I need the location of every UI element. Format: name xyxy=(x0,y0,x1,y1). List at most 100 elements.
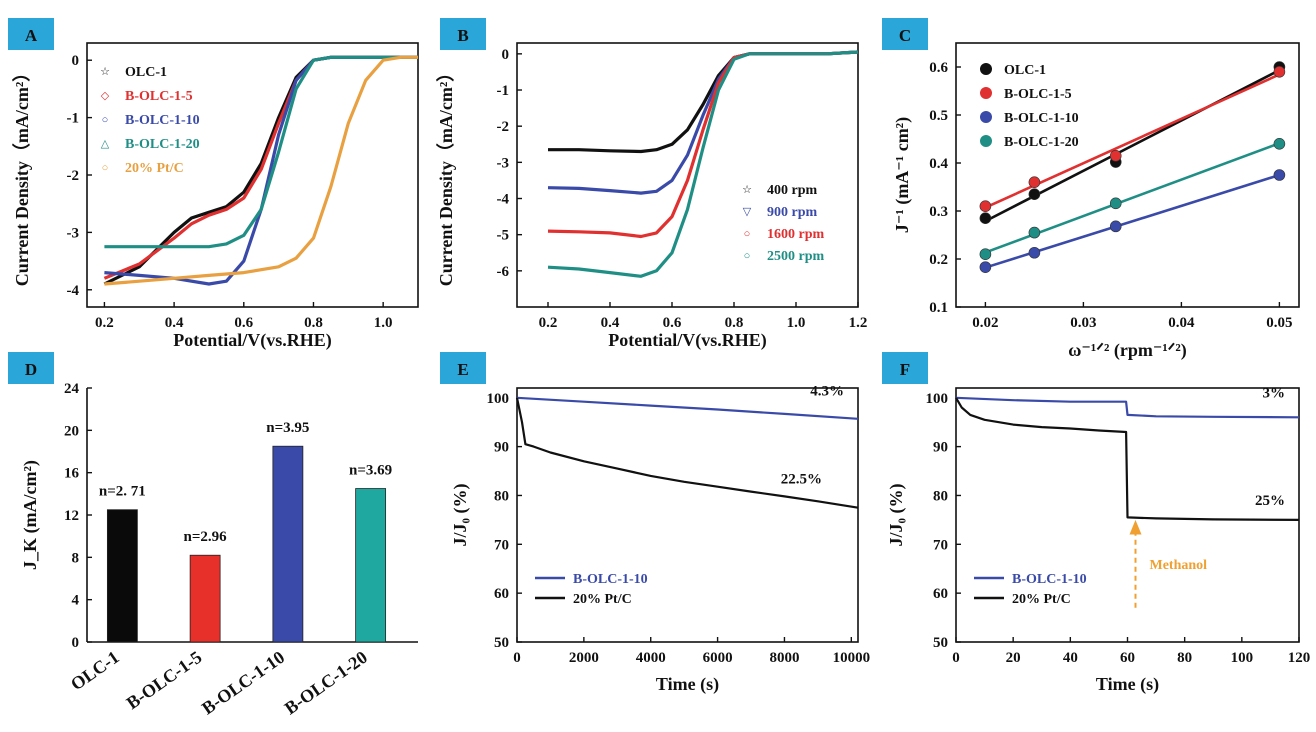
retention-label-b-olc: 4.3% xyxy=(810,384,844,400)
bar-olc-1 xyxy=(106,509,138,643)
panel-letter-D: D xyxy=(25,360,37,379)
y-tick-label: 8 xyxy=(72,550,80,566)
legend-marker: ◇ xyxy=(101,90,110,102)
x-tick-label: 0.8 xyxy=(725,315,744,331)
series-line-b-olc-1-10 xyxy=(516,396,859,420)
y-tick-label: -2 xyxy=(67,168,80,184)
category-label: B-OLC-1-5 xyxy=(123,647,206,713)
bar-annotation: n=2.96 xyxy=(184,529,228,545)
legend-marker: ☆ xyxy=(742,184,752,196)
bar-annotation: n=3.95 xyxy=(266,420,309,436)
x-tick-label: 40 xyxy=(1063,650,1078,666)
legend-marker xyxy=(980,111,992,123)
legend-marker: △ xyxy=(101,138,110,150)
y-tick-label: 80 xyxy=(494,488,509,504)
bar-annotation: n=2. 71 xyxy=(99,484,146,500)
y-tick-label: 0.4 xyxy=(929,156,948,172)
x-tick-label: 100 xyxy=(1231,650,1254,666)
panel-badge-B xyxy=(440,18,486,50)
data-point xyxy=(1028,246,1041,259)
legend-marker: ☆ xyxy=(100,66,110,78)
legend-label: OLC-1 xyxy=(1004,63,1046,78)
series-line-20-pt-c xyxy=(515,397,859,509)
y-tick-label: 70 xyxy=(494,537,509,553)
y-tick-label: -6 xyxy=(497,264,510,280)
y-axis-label: J_K (mA/cm²) xyxy=(20,460,41,570)
x-axis-label: Potential/V(vs.RHE) xyxy=(173,330,331,351)
category-label: OLC-1 xyxy=(67,647,123,694)
panel-letter-B: B xyxy=(457,26,468,45)
legend-label: B-OLC-1-5 xyxy=(1004,87,1072,102)
series-line-b-olc-1-20 xyxy=(104,55,418,249)
y-tick-label: -1 xyxy=(67,111,80,127)
series-line-20-pt-c xyxy=(104,55,418,286)
data-point xyxy=(1028,226,1041,239)
y-tick-label: 24 xyxy=(64,381,80,397)
y-tick-label: 0.2 xyxy=(929,252,948,268)
x-tick-label: 0 xyxy=(952,650,960,666)
bar-b-olc-1-5 xyxy=(189,554,221,643)
y-tick-label: 4 xyxy=(72,593,80,609)
x-tick-label: 1.2 xyxy=(849,315,868,331)
y-tick-label: 0.5 xyxy=(929,108,948,124)
y-tick-label: -3 xyxy=(67,225,80,241)
bar-b-olc-1-10 xyxy=(272,445,304,643)
data-point xyxy=(979,248,992,260)
y-tick-label: 90 xyxy=(933,440,948,456)
retention-label-ptc: 25% xyxy=(1255,493,1285,509)
y-axis-label: Current Density（mA/cm²） xyxy=(436,64,456,287)
x-tick-label: 0.05 xyxy=(1266,315,1292,331)
legend-label: 400 rpm xyxy=(767,183,818,198)
x-tick-label: 0.02 xyxy=(972,315,998,331)
methanol-label: Methanol xyxy=(1150,558,1208,573)
x-tick-label: 10000 xyxy=(833,650,871,666)
x-tick-label: 0 xyxy=(513,650,521,666)
x-tick-label: 0.04 xyxy=(1168,315,1195,331)
y-tick-label: -1 xyxy=(497,83,510,99)
panel-badge-D xyxy=(8,352,54,384)
y-tick-label: 0 xyxy=(502,47,510,63)
legend-label: B-OLC-1-10 xyxy=(125,113,200,128)
x-tick-label: 20 xyxy=(1006,650,1021,666)
x-tick-label: 0.2 xyxy=(539,315,558,331)
y-tick-label: -5 xyxy=(497,228,510,244)
y-tick-label: 0 xyxy=(72,635,80,651)
y-axis-label: J⁻¹ (mA⁻¹ cm²) xyxy=(892,117,913,233)
data-point xyxy=(1273,138,1286,150)
legend-label: OLC-1 xyxy=(125,65,167,80)
y-tick-label: 100 xyxy=(926,391,949,407)
methanol-arrow-head xyxy=(1129,519,1142,535)
legend-label: 1600 rpm xyxy=(767,227,825,242)
bar-b-olc-1-20 xyxy=(355,488,387,643)
y-tick-label: 100 xyxy=(487,391,510,407)
y-tick-label: 16 xyxy=(64,466,80,482)
plot-frame-C xyxy=(955,42,1300,308)
x-tick-label: 8000 xyxy=(769,650,799,666)
panel-badge-E xyxy=(440,352,486,384)
retention-label-b-olc: 3% xyxy=(1263,386,1286,402)
retention-label-ptc: 22.5% xyxy=(781,471,822,487)
bar-annotation: n=3.69 xyxy=(349,463,392,479)
y-tick-label: 50 xyxy=(494,635,509,651)
y-tick-label: 60 xyxy=(933,586,948,602)
category-label: B-OLC-1-10 xyxy=(198,647,288,718)
series-line-400-rpm xyxy=(548,50,859,154)
x-tick-label: 0.4 xyxy=(601,315,620,331)
plot-frame-B xyxy=(516,42,859,308)
y-axis-label: J/J₀ (%) xyxy=(450,484,471,547)
legend-marker xyxy=(980,63,992,75)
series-line-2500-rpm xyxy=(547,50,859,278)
panel-badge-F xyxy=(882,352,928,384)
panel-letter-F: F xyxy=(900,360,910,379)
x-tick-label: 2000 xyxy=(569,650,599,666)
legend-label: 900 rpm xyxy=(767,205,818,220)
x-tick-label: 0.8 xyxy=(304,315,323,331)
y-tick-label: 70 xyxy=(933,537,948,553)
plot-frame-E xyxy=(516,387,859,643)
series-line-900-rpm xyxy=(547,50,859,195)
panel-letter-C: C xyxy=(899,26,911,45)
data-point xyxy=(979,212,992,224)
series-line-b-olc-1-10 xyxy=(955,396,1300,419)
data-point xyxy=(1273,66,1286,78)
